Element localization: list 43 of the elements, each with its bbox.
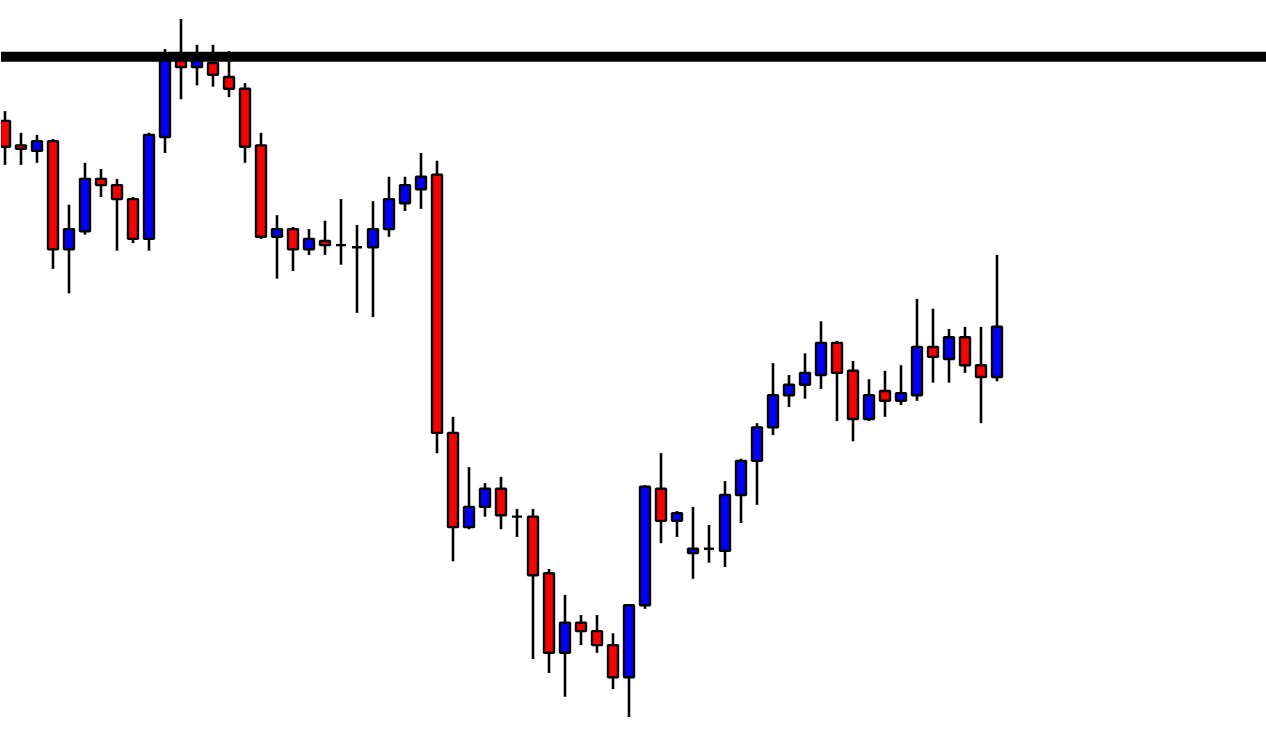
- candlestick: [494, 475, 508, 531]
- candlestick: [318, 219, 332, 257]
- candlestick: [366, 199, 380, 319]
- candlestick: [1, 109, 12, 167]
- candlestick: [574, 613, 588, 647]
- candlestick: [462, 465, 476, 531]
- candlestick: [590, 613, 604, 655]
- candlestick: [942, 327, 956, 384]
- candlestick: [958, 325, 972, 375]
- candlestick: [766, 361, 780, 437]
- candlestick: [414, 151, 428, 211]
- candlestick: [350, 223, 364, 315]
- candlestick: [878, 369, 892, 419]
- candlestick: [110, 177, 124, 253]
- candlestick: [302, 227, 316, 257]
- candlestick: [798, 352, 812, 401]
- candlestick: [702, 523, 716, 565]
- candlestick: [606, 631, 620, 691]
- candlestick: [14, 131, 28, 167]
- candlestick: [686, 505, 700, 581]
- candlestick: [62, 203, 76, 295]
- candlestick: [670, 509, 684, 539]
- candlestick: [126, 195, 140, 245]
- candlestick: [926, 307, 940, 384]
- candlestick: [750, 421, 764, 507]
- candlestick: [558, 593, 572, 699]
- candlestick: [974, 325, 988, 425]
- candlestick: [782, 373, 796, 409]
- candlestick: [398, 175, 412, 213]
- candlestick: [830, 339, 844, 423]
- candlestick: [270, 213, 284, 280]
- candlestick: [894, 363, 908, 407]
- candlestick: [478, 481, 492, 518]
- candlestick: [862, 377, 876, 423]
- candlestick: [94, 167, 108, 199]
- candlestick: [286, 225, 300, 273]
- candlestick: [734, 457, 748, 525]
- candlestick: [30, 133, 44, 165]
- candlestick: [510, 507, 524, 539]
- candlestick: [654, 451, 668, 545]
- candlestick: [334, 197, 348, 266]
- candlestick: [814, 319, 828, 391]
- candlestick: [382, 175, 396, 239]
